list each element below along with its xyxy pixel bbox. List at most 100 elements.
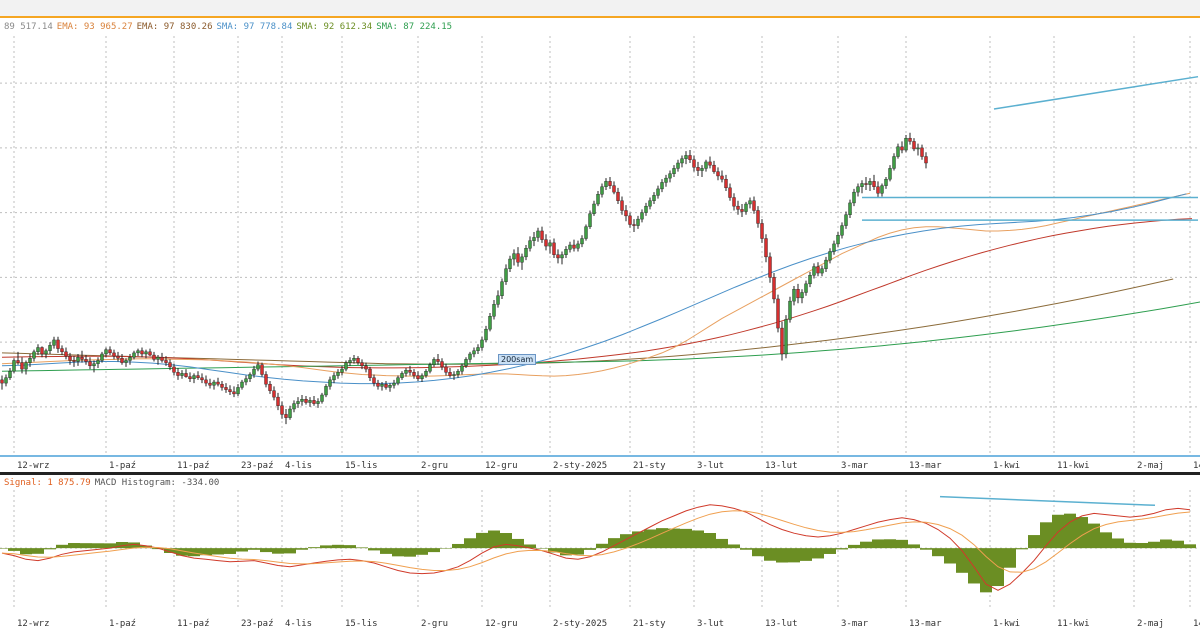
candle-body xyxy=(844,214,848,226)
macd-hist-bar xyxy=(896,539,908,549)
candle-body xyxy=(280,405,284,415)
candle-body xyxy=(288,408,292,418)
candle-body xyxy=(564,249,568,255)
candle-body xyxy=(884,178,888,186)
candle-body xyxy=(240,381,244,388)
macd-x-tick-label: 3-mar xyxy=(841,619,869,629)
candle-body xyxy=(392,382,396,386)
macd-x-tick-label: 2-gru xyxy=(421,619,448,629)
macd-hist-bar xyxy=(740,548,752,550)
candle-body xyxy=(0,379,4,384)
price-chart[interactable]: 12-wrz 1-paź 11-paź 23-paź 4-lis 15-lis 2-gru 1… xyxy=(0,36,1200,472)
macd-hist-bar xyxy=(716,538,728,549)
candle-body xyxy=(836,235,840,245)
candle-body xyxy=(300,399,304,402)
candle-body xyxy=(724,178,728,189)
macd-hist-bar xyxy=(812,548,824,559)
candle-body xyxy=(160,357,164,361)
macd-hist-bar xyxy=(608,538,620,549)
candle-body xyxy=(636,218,640,226)
candle-body xyxy=(460,365,464,372)
candle-body xyxy=(296,401,300,404)
macd-hist-bar xyxy=(1112,538,1124,549)
candle-body xyxy=(608,181,612,186)
trend-line xyxy=(993,75,1199,110)
candle-body xyxy=(556,254,560,259)
candle-body xyxy=(912,141,916,150)
candle-body xyxy=(856,186,860,193)
candle-body xyxy=(676,162,680,169)
candle-body xyxy=(628,215,632,225)
macd-hist-bar xyxy=(176,548,188,556)
candle-body xyxy=(212,381,216,386)
candle-body xyxy=(32,351,36,359)
candle-body xyxy=(112,352,116,357)
candle-body xyxy=(816,266,820,274)
macd-x-tick-label: 3-lut xyxy=(697,619,724,629)
candle-body xyxy=(92,363,96,367)
candle-body xyxy=(688,155,692,160)
candle-body xyxy=(28,358,32,363)
candle-body xyxy=(336,372,340,376)
candle-body xyxy=(192,375,196,379)
candle-body xyxy=(848,202,852,215)
candle-body xyxy=(236,387,240,395)
macd-hist-bar xyxy=(728,544,740,549)
macd-hist-bar xyxy=(1088,523,1100,549)
macd-x-tick-label: 2-sty-2025 xyxy=(553,619,607,629)
macd-chart[interactable]: 12-wrz 1-paź 11-paź 23-paź 4-lis 15-lis 2-gru 1… xyxy=(0,490,1200,630)
x-tick-label: 12-wrz xyxy=(17,461,50,471)
x-tick-label: 23-paź xyxy=(241,461,274,471)
candle-body xyxy=(124,360,128,363)
candle-body xyxy=(232,391,236,395)
candle-body xyxy=(428,364,432,372)
candle-body xyxy=(524,248,528,258)
sma-line-c xyxy=(1,301,1200,372)
candle-body xyxy=(64,351,68,357)
candle-body xyxy=(908,137,912,142)
candle-body xyxy=(580,238,584,245)
macd-hist-bar xyxy=(1040,522,1052,549)
candle-body xyxy=(488,316,492,330)
candle-body xyxy=(136,350,140,354)
candle-body xyxy=(896,146,900,157)
candle-body xyxy=(712,164,716,172)
candle-body xyxy=(256,364,260,370)
candle-body xyxy=(456,371,460,375)
macd-x-tick-label: 13-mar xyxy=(909,619,942,629)
candle-body xyxy=(876,186,880,194)
candle-body xyxy=(304,399,308,403)
pane-separator[interactable] xyxy=(0,472,1200,475)
candle-body xyxy=(268,383,272,391)
macd-hist-bar xyxy=(1064,513,1076,549)
macd-hist-bar xyxy=(212,548,224,555)
macd-x-tick-label: 15-lis xyxy=(345,619,378,629)
candle-body xyxy=(372,377,376,384)
x-tick-label: 15-lis xyxy=(345,461,378,471)
candle-body xyxy=(180,373,184,376)
candle-body xyxy=(888,168,892,180)
macd-hist-bar xyxy=(1160,539,1172,549)
candle-body xyxy=(544,239,548,247)
macd-hist-bar xyxy=(836,548,848,550)
candle-body xyxy=(560,254,564,259)
macd-hist-bar xyxy=(488,530,500,549)
macd-hist-bar xyxy=(560,548,572,556)
macd-hist-bar xyxy=(452,543,464,549)
candle-body xyxy=(504,268,508,282)
candle-body xyxy=(700,168,704,171)
macd-hist-bar xyxy=(1100,532,1112,549)
candle-body xyxy=(464,359,468,367)
macd-hist-bar xyxy=(800,548,812,561)
main-legend: 89 517.14 EMA: 93 965.27 EMA: 97 830.26 SMA… xyxy=(4,22,456,32)
candle-body xyxy=(616,191,620,201)
candle-body xyxy=(880,185,884,194)
candle-body xyxy=(516,253,520,263)
macd-hist-bar xyxy=(1148,541,1160,549)
candle-body xyxy=(920,147,924,157)
macd-hist-bar xyxy=(704,533,716,549)
candle-body xyxy=(224,387,228,390)
candle-body xyxy=(644,205,648,213)
candle-body xyxy=(924,156,928,164)
candle-body xyxy=(164,360,168,363)
